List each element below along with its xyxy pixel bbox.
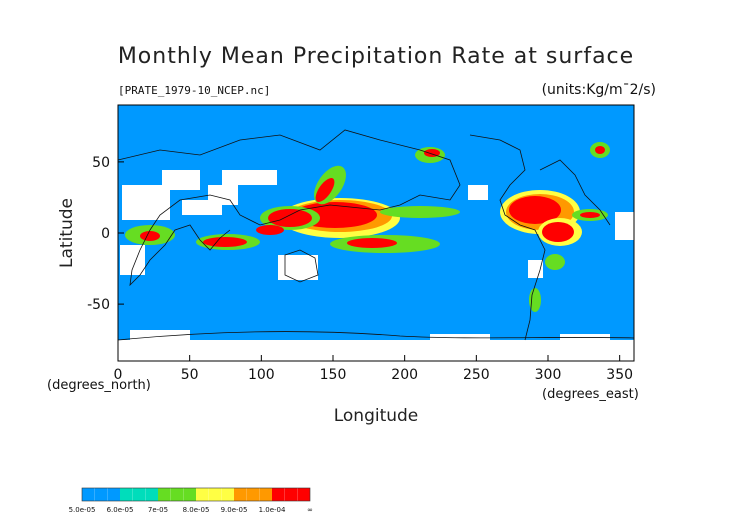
colorbar-label: 7e-05 bbox=[148, 506, 168, 514]
file-label: [PRATE_1979-10_NCEP.nc] bbox=[118, 84, 271, 97]
x-tick-label: 250 bbox=[463, 367, 490, 383]
colorbar-swatch bbox=[158, 488, 196, 501]
colorbar-swatch bbox=[82, 488, 120, 501]
y-axis-label: Latitude bbox=[57, 198, 77, 268]
chart-title: Monthly Mean Precipitation Rate at surfa… bbox=[117, 44, 635, 69]
y-axis-ticks: -50 0 50 bbox=[87, 155, 124, 313]
x-tick-label: 300 bbox=[535, 367, 562, 383]
x-tick-label: 0 bbox=[114, 367, 123, 383]
colorbar-swatch bbox=[120, 488, 158, 501]
x-tick-label: 200 bbox=[391, 367, 418, 383]
units-label: (units:Kg/m¯2/s) bbox=[541, 82, 656, 98]
coastline-icon bbox=[117, 129, 635, 341]
x-tick-label: 100 bbox=[248, 367, 275, 383]
y-tick-label: -50 bbox=[87, 297, 110, 313]
colorbar-frame bbox=[81, 487, 311, 502]
x-unit-label: (degrees_east) bbox=[542, 387, 639, 402]
colorbar-swatch bbox=[234, 488, 272, 501]
colorbar-label: 1.0e-04 bbox=[259, 506, 286, 514]
colorbar-label: ∞ bbox=[307, 506, 313, 514]
y-tick-label: 50 bbox=[92, 155, 110, 171]
x-tick-label: 350 bbox=[606, 367, 633, 383]
colorbar-label: 9.0e-05 bbox=[221, 506, 248, 514]
colorbar: 5.0e-05 6.0e-05 7e-05 8.0e-05 9.0e-05 1.0e-04… bbox=[69, 487, 313, 514]
x-axis-ticks: 0 50 100 150 200 250 300 350 bbox=[114, 355, 633, 383]
missing-data-layer bbox=[118, 170, 634, 361]
colorbar-label: 8.0e-05 bbox=[183, 506, 210, 514]
x-axis-label: Longitude bbox=[334, 406, 419, 426]
colorbar-swatch bbox=[272, 488, 310, 501]
y-unit-label: (degrees_north) bbox=[47, 378, 151, 393]
colorbar-swatch bbox=[196, 488, 234, 501]
precipitation-layer bbox=[125, 142, 610, 312]
colorbar-label: 5.0e-05 bbox=[69, 506, 96, 514]
x-tick-label: 150 bbox=[320, 367, 347, 383]
x-tick-label: 50 bbox=[181, 367, 199, 383]
colorbar-label: 6.0e-05 bbox=[107, 506, 134, 514]
y-tick-label: 0 bbox=[101, 226, 110, 242]
